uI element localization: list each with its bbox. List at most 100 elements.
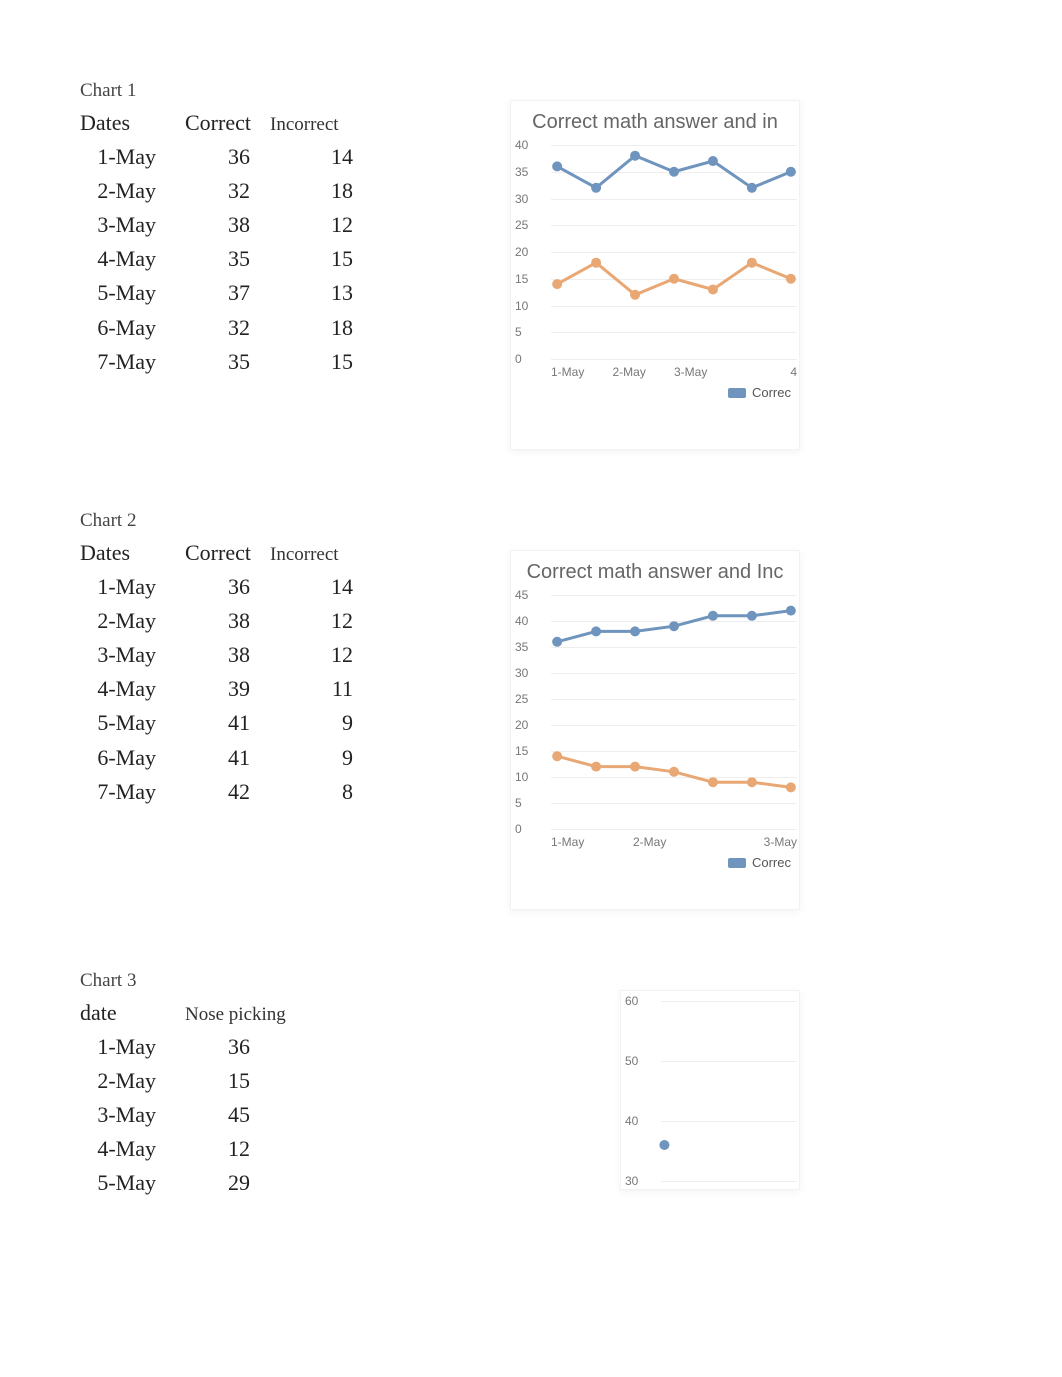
cell-correct: 32 [190,311,270,345]
chart2-head: Dates Correct Incorrect [80,536,510,570]
cell-date: 7-May [80,775,190,809]
x-label: 1-May [551,835,633,849]
table-row: 6-May419 [80,741,510,775]
series-marker [630,762,640,772]
table-row: 2-May3812 [80,604,510,638]
cell-correct: 35 [190,242,270,276]
cell-date: 4-May [80,1132,190,1166]
chart2-title: Correct math answer and Inc [511,551,799,584]
cell-incorrect: 14 [270,140,365,174]
x-label: 1-May [551,365,613,379]
cell-incorrect: 11 [270,672,365,706]
cell-date: 3-May [80,1098,190,1132]
x-label: 4 [736,365,798,379]
chart1-label: Chart 1 [80,80,510,102]
cell-incorrect: 9 [270,706,365,740]
chart3-section: Chart 3 date Nose picking 1-May362-May15… [80,970,1062,1201]
cell-date: 4-May [80,672,190,706]
series-marker [591,258,601,268]
cell-date: 7-May [80,345,190,379]
legend-text: Correc [752,385,791,400]
cell-date: 1-May [80,1030,190,1064]
chart1-section: Chart 1 Dates Correct Incorrect 1-May361… [80,80,1062,450]
series-marker [669,767,679,777]
cell-np: 29 [190,1166,270,1200]
table-row: 2-May15 [80,1064,620,1098]
table-row: 2-May3218 [80,174,510,208]
table-row: 3-May3812 [80,208,510,242]
cell-incorrect: 9 [270,741,365,775]
cell-np: 45 [190,1098,270,1132]
x-labels: 1-May2-May3-May4 [551,365,797,379]
cell-incorrect: 15 [270,345,365,379]
cell-correct: 38 [190,604,270,638]
series-marker [552,751,562,761]
cell-date: 5-May [80,706,190,740]
chart1-title: Correct math answer and in [511,101,799,134]
chart1-th-dates: Dates [80,106,185,140]
table-row: 4-May3515 [80,242,510,276]
series-marker [552,161,562,171]
plot-svg [661,1001,797,1181]
series-marker [552,637,562,647]
x-label: 3-May [674,365,736,379]
cell-incorrect: 13 [270,276,365,310]
series-marker [669,167,679,177]
legend: Correc [728,385,791,400]
table-row: 5-May419 [80,706,510,740]
cell-incorrect: 12 [270,638,365,672]
series-marker [591,626,601,636]
legend-swatch [728,858,746,868]
cell-correct: 41 [190,741,270,775]
series-marker [630,290,640,300]
series-marker [786,606,796,616]
cell-np: 15 [190,1064,270,1098]
cell-np: 12 [190,1132,270,1166]
cell-date: 2-May [80,174,190,208]
table-row: 7-May428 [80,775,510,809]
chart1-th-correct: Correct [185,106,270,140]
series-marker [747,611,757,621]
table-row: 7-May3515 [80,345,510,379]
series-marker [630,151,640,161]
chart2-th-incorrect: Incorrect [270,536,360,570]
series-marker [591,762,601,772]
cell-incorrect: 14 [270,570,365,604]
chart1-chart: Correct math answer and in 0510152025303… [510,100,800,450]
x-label: 2-May [633,835,715,849]
cell-date: 3-May [80,208,190,242]
series-marker [708,156,718,166]
table-row: 6-May3218 [80,311,510,345]
cell-correct: 32 [190,174,270,208]
cell-date: 3-May [80,638,190,672]
table-row: 4-May12 [80,1132,620,1166]
grid-line [551,829,797,830]
series-marker [552,279,562,289]
grid-line [551,359,797,360]
chart1-head: Dates Correct Incorrect [80,106,510,140]
cell-date: 5-May [80,1166,190,1200]
series-marker [786,782,796,792]
cell-incorrect: 18 [270,174,365,208]
series-marker [669,274,679,284]
table-row: 3-May3812 [80,638,510,672]
cell-date: 1-May [80,570,190,604]
series-marker [659,1140,669,1150]
series-marker [708,777,718,787]
cell-date: 5-May [80,276,190,310]
chart2-th-dates: Dates [80,536,185,570]
chart3-th-np: Nose picking [185,996,325,1030]
series-marker [747,183,757,193]
cell-correct: 38 [190,638,270,672]
series-marker [747,777,757,787]
cell-correct: 37 [190,276,270,310]
cell-correct: 35 [190,345,270,379]
chart2-chart: Correct math answer and Inc 051015202530… [510,550,800,910]
chart3-head: date Nose picking [80,996,620,1030]
cell-incorrect: 15 [270,242,365,276]
chart3-table-col: Chart 3 date Nose picking 1-May362-May15… [80,970,620,1201]
x-label: 3-May [715,835,797,849]
cell-incorrect: 12 [270,208,365,242]
table-row: 5-May3713 [80,276,510,310]
cell-correct: 36 [190,570,270,604]
